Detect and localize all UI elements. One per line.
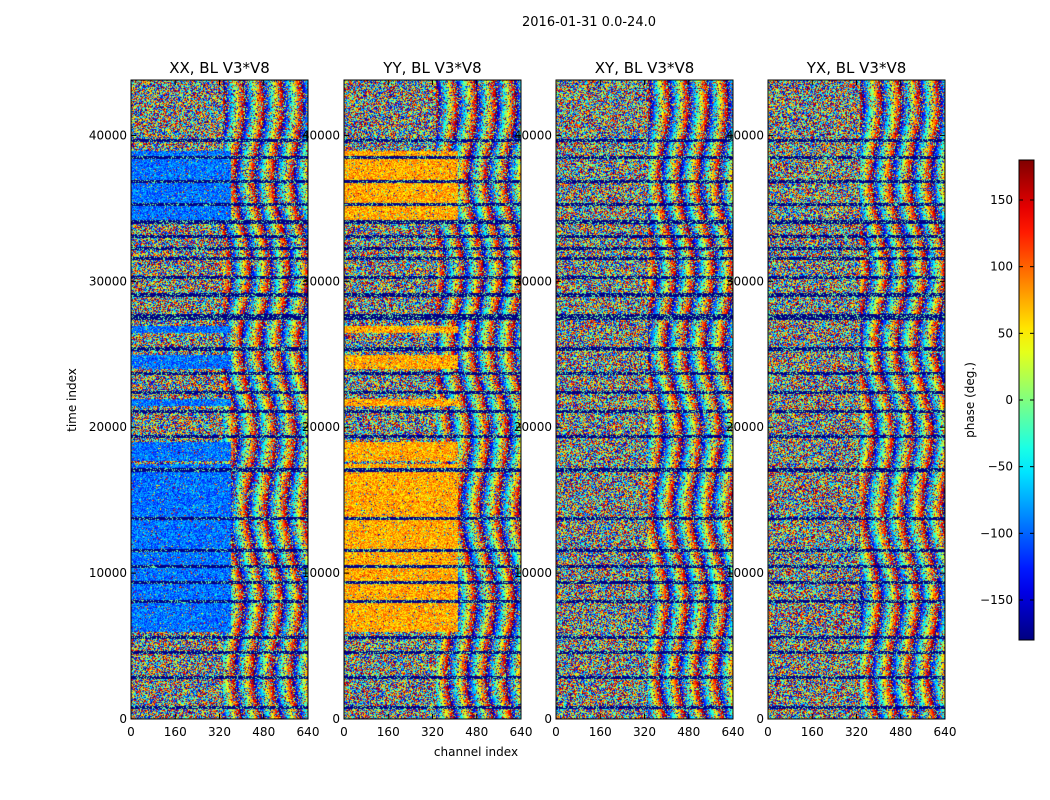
panel-1: XX, BL V3*V8 0 160 320 480 640 0 10000 20000 3000… <box>89 59 320 739</box>
heatmap-raster-2 <box>344 80 521 719</box>
colorbar-tick-label: 50 <box>998 326 1013 340</box>
x-tick-label: 0 <box>552 725 560 739</box>
x-tick-label: 480 <box>677 725 700 739</box>
x-tick-label: 160 <box>377 725 400 739</box>
y-tick-label: 30000 <box>514 274 552 288</box>
colorbar-tick-label: −100 <box>980 526 1013 540</box>
colorbar-tick-label: 0 <box>1005 393 1013 407</box>
y-tick-label: 30000 <box>302 274 340 288</box>
panel-2: YY, BL V3*V8 0 160 320 480 640 0 10000 20000 3000… <box>302 59 533 739</box>
y-tick-label: 20000 <box>302 420 340 434</box>
panel-title: XX, BL V3*V8 <box>169 59 270 77</box>
x-tick-label: 320 <box>633 725 656 739</box>
colorbar-tick-label: 150 <box>990 193 1013 207</box>
x-tick-label: 640 <box>297 725 320 739</box>
y-tick-label: 20000 <box>89 420 127 434</box>
panel-title: XY, BL V3*V8 <box>595 59 695 77</box>
heatmap-raster-3 <box>556 80 733 719</box>
y-tick-label: 40000 <box>514 128 552 142</box>
heatmap-raster-4 <box>768 80 945 719</box>
y-tick-label: 40000 <box>89 128 127 142</box>
x-axis-label: channel index <box>434 745 518 759</box>
panels: XX, BL V3*V8 0 160 320 480 640 0 10000 20000 3000… <box>89 59 957 739</box>
colorbar-tick-label: 100 <box>990 260 1013 274</box>
x-tick-label: 0 <box>340 725 348 739</box>
colorbar-tick-label: −150 <box>980 593 1013 607</box>
y-tick-label: 40000 <box>302 128 340 142</box>
x-tick-label: 640 <box>934 725 957 739</box>
x-tick-label: 160 <box>589 725 612 739</box>
colorbar: −150 −100 −50 0 50 100 150 <box>980 159 1035 641</box>
x-tick-label: 480 <box>889 725 912 739</box>
colorbar-tick-label: −50 <box>988 460 1013 474</box>
y-tick-label: 40000 <box>726 128 764 142</box>
y-tick-label: 10000 <box>514 566 552 580</box>
figure-title: 2016-01-31 0.0-24.0 <box>522 15 656 30</box>
y-tick-label: 30000 <box>89 274 127 288</box>
y-tick-label: 10000 <box>302 566 340 580</box>
y-tick-label: 0 <box>119 712 127 726</box>
panel-title: YY, BL V3*V8 <box>382 59 481 77</box>
panel-4: YX, BL V3*V8 0 160 320 480 640 0 10000 20000 3000… <box>726 59 957 739</box>
x-tick-label: 0 <box>127 725 135 739</box>
x-tick-label: 160 <box>801 725 824 739</box>
heatmap-raster-1 <box>131 80 308 719</box>
y-tick-label: 20000 <box>726 420 764 434</box>
x-tick-label: 640 <box>510 725 533 739</box>
x-tick-label: 320 <box>208 725 231 739</box>
y-tick-label: 30000 <box>726 274 764 288</box>
x-tick-label: 480 <box>252 725 275 739</box>
y-tick-label: 0 <box>332 712 340 726</box>
x-tick-label: 640 <box>722 725 745 739</box>
y-tick-label: 0 <box>544 712 552 726</box>
y-tick-label: 0 <box>756 712 764 726</box>
y-tick-label: 10000 <box>89 566 127 580</box>
panel-title: YX, BL V3*V8 <box>806 59 907 77</box>
x-tick-label: 0 <box>764 725 772 739</box>
y-tick-label: 10000 <box>726 566 764 580</box>
x-tick-label: 320 <box>421 725 444 739</box>
x-tick-label: 160 <box>164 725 187 739</box>
colorbar-label: phase (deg.) <box>963 362 977 438</box>
x-tick-label: 480 <box>465 725 488 739</box>
panel-3: XY, BL V3*V8 0 160 320 480 640 0 10000 20000 3000… <box>514 59 745 739</box>
x-tick-label: 320 <box>845 725 868 739</box>
y-tick-label: 20000 <box>514 420 552 434</box>
y-axis-label: time index <box>65 368 79 432</box>
